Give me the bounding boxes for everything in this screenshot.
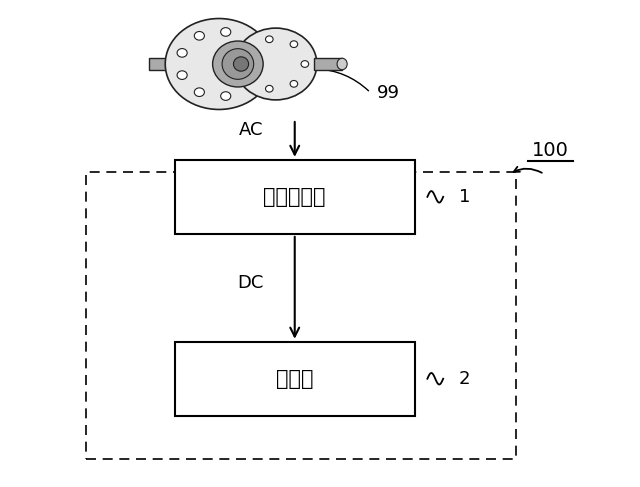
Ellipse shape — [244, 81, 254, 89]
Ellipse shape — [290, 80, 298, 87]
Ellipse shape — [246, 72, 253, 78]
Ellipse shape — [221, 28, 231, 36]
Text: 撮影部: 撮影部 — [276, 369, 314, 389]
Ellipse shape — [290, 41, 298, 48]
Ellipse shape — [177, 49, 187, 57]
Ellipse shape — [337, 58, 347, 70]
Ellipse shape — [212, 41, 263, 87]
Text: DC: DC — [237, 274, 263, 292]
Text: 100: 100 — [532, 141, 569, 160]
Ellipse shape — [195, 88, 204, 96]
Bar — [175, 341, 415, 416]
Ellipse shape — [221, 92, 231, 100]
Ellipse shape — [195, 32, 204, 40]
Ellipse shape — [246, 50, 253, 56]
Bar — [86, 172, 516, 459]
Ellipse shape — [301, 61, 308, 67]
Text: 直流変換部: 直流変換部 — [264, 187, 326, 207]
Text: 1: 1 — [459, 188, 470, 206]
Ellipse shape — [177, 71, 187, 79]
Text: 99: 99 — [377, 84, 400, 102]
Bar — [219, 49, 282, 79]
Ellipse shape — [165, 19, 273, 110]
Ellipse shape — [266, 36, 273, 43]
Ellipse shape — [235, 28, 317, 100]
Ellipse shape — [253, 60, 263, 68]
Bar — [150, 58, 178, 70]
Bar — [175, 160, 415, 234]
Ellipse shape — [266, 85, 273, 92]
Ellipse shape — [222, 49, 253, 79]
Bar — [314, 58, 342, 70]
Ellipse shape — [244, 39, 254, 47]
Ellipse shape — [234, 57, 248, 71]
Text: 2: 2 — [459, 370, 470, 388]
Text: AC: AC — [239, 121, 263, 139]
